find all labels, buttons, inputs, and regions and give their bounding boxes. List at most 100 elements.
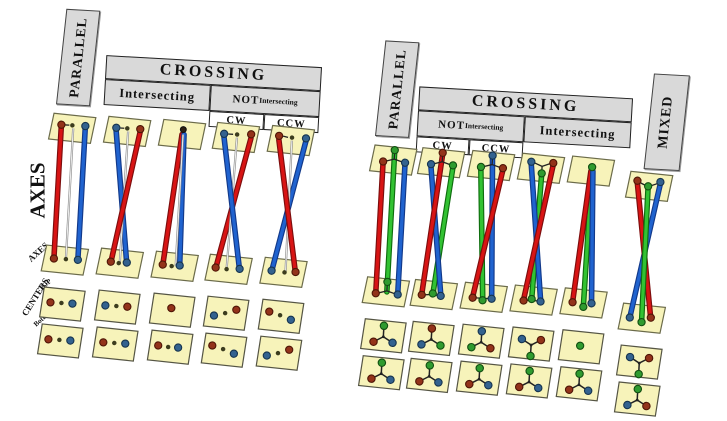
parallel-label-text: PARALLEL	[65, 17, 90, 99]
axes-column-parallel	[357, 144, 418, 391]
center-hub-dot	[477, 377, 481, 381]
blue-axis-line	[490, 155, 495, 300]
blue-center-dot	[219, 129, 229, 138]
blue-axis-line	[178, 132, 186, 269]
red-center-dot	[486, 344, 495, 353]
blue-center-dot	[434, 378, 443, 387]
green-axis-line	[639, 186, 650, 324]
blue-center-dot	[267, 266, 276, 275]
tiny-center-dot	[220, 346, 226, 352]
mixed-label: MIXED	[643, 73, 690, 172]
blue-center-dot	[73, 255, 83, 264]
blue-center-dot	[583, 386, 593, 396]
red-center-dot	[46, 298, 55, 307]
red-center-dot	[367, 374, 376, 383]
green-center-dot	[377, 358, 387, 367]
green-center-dot	[478, 296, 487, 305]
center-hub-dot	[635, 398, 639, 402]
tiny-center-dot	[63, 256, 69, 262]
tiny-center-dot	[125, 126, 130, 131]
not-label: NOT	[232, 92, 260, 107]
blue-axis-line	[429, 164, 443, 297]
intersecting-header: Intersecting	[523, 116, 632, 149]
tiny-center-dot	[59, 300, 64, 306]
axes-column-crossing-not-intersecting-ccw	[255, 124, 316, 371]
red-axis-line	[374, 161, 385, 293]
red-center-dot	[371, 289, 380, 298]
center-hub-dot	[427, 374, 431, 378]
green-axis-line	[431, 165, 455, 297]
blue-center-dot	[112, 123, 121, 132]
blue-center-dot	[235, 264, 244, 274]
red-axis-line	[109, 130, 142, 265]
tiny-center-dot	[57, 337, 62, 343]
blue-center-dot	[262, 351, 271, 360]
blue-center-dot	[101, 301, 110, 310]
green-center-dot	[383, 277, 392, 287]
blue-center-dot	[388, 338, 397, 348]
red-axis-line	[52, 126, 63, 262]
green-center-dot	[587, 163, 597, 172]
green-axis-line	[385, 150, 397, 294]
red-center-dot	[644, 353, 654, 363]
blue-center-dot	[122, 258, 131, 267]
green-center-dot	[476, 162, 486, 172]
blue-axis-line	[396, 163, 407, 295]
blue-center-dot	[81, 121, 90, 131]
blue-center-dot	[301, 134, 311, 143]
green-center-dot	[637, 318, 646, 327]
blue-center-dot	[426, 160, 436, 169]
green-center-dot	[537, 169, 546, 178]
red-center-dot	[154, 341, 163, 350]
red-center-dot	[438, 148, 447, 157]
red-center-dot	[49, 254, 59, 263]
center-hub-dot	[379, 372, 383, 376]
red-center-dot	[378, 157, 388, 166]
center-hub-dot	[577, 383, 581, 387]
parallel-label: PARALLEL	[375, 40, 420, 138]
red-axis-line	[161, 132, 184, 268]
red-center-dot	[246, 130, 256, 139]
blue-center-dot	[527, 157, 536, 166]
green-center-dot	[575, 369, 584, 379]
red-center-dot	[136, 124, 145, 134]
blue-center-dot	[286, 315, 296, 324]
red-center-dot	[633, 176, 642, 185]
not-label: NOT	[437, 118, 466, 132]
blue-center-dot	[656, 177, 665, 187]
red-center-dot	[106, 257, 115, 266]
not-intersecting-sublabel: Intersecting	[464, 121, 504, 133]
red-center-dot	[232, 305, 241, 314]
red-center-dot	[468, 293, 477, 302]
blue-center-dot	[173, 343, 183, 352]
red-center-dot	[291, 267, 300, 277]
thin-axis-line-core	[65, 128, 74, 261]
tiny-center-dot	[165, 344, 171, 350]
red-center-dot	[265, 307, 274, 316]
green-center-dot	[475, 363, 484, 373]
tiny-center-dot	[234, 132, 240, 137]
tiny-center-dot	[112, 340, 117, 346]
parallel-label: PARALLEL	[55, 8, 101, 107]
green-center-dot	[575, 341, 585, 350]
green-center-dot	[633, 384, 643, 394]
blue-center-dot	[66, 336, 75, 345]
blue-center-dot	[625, 313, 634, 322]
green-center-dot	[467, 342, 476, 352]
red-center-dot	[642, 401, 651, 411]
blue-center-dot	[121, 339, 130, 348]
group-right: PARALLEL MIXED CROSSING NOT Intersecting CW CC…	[355, 38, 708, 421]
red-center-dot	[564, 385, 574, 394]
axes-column-parallel	[36, 112, 97, 359]
red-center-dot	[427, 324, 437, 333]
group-left: PARALLEL CROSSING Intersecting NOT Intersect…	[29, 6, 382, 421]
blue-axis-line	[222, 135, 242, 272]
green-center-dot	[436, 341, 445, 350]
center-hub-dot	[429, 338, 433, 341]
tiny-center-dot	[275, 350, 281, 356]
green-center-dot	[379, 321, 389, 331]
axes-column-crossing-not-intersecting-cw	[200, 121, 261, 368]
red-center-dot	[44, 335, 53, 344]
blue-center-dot	[487, 294, 496, 303]
